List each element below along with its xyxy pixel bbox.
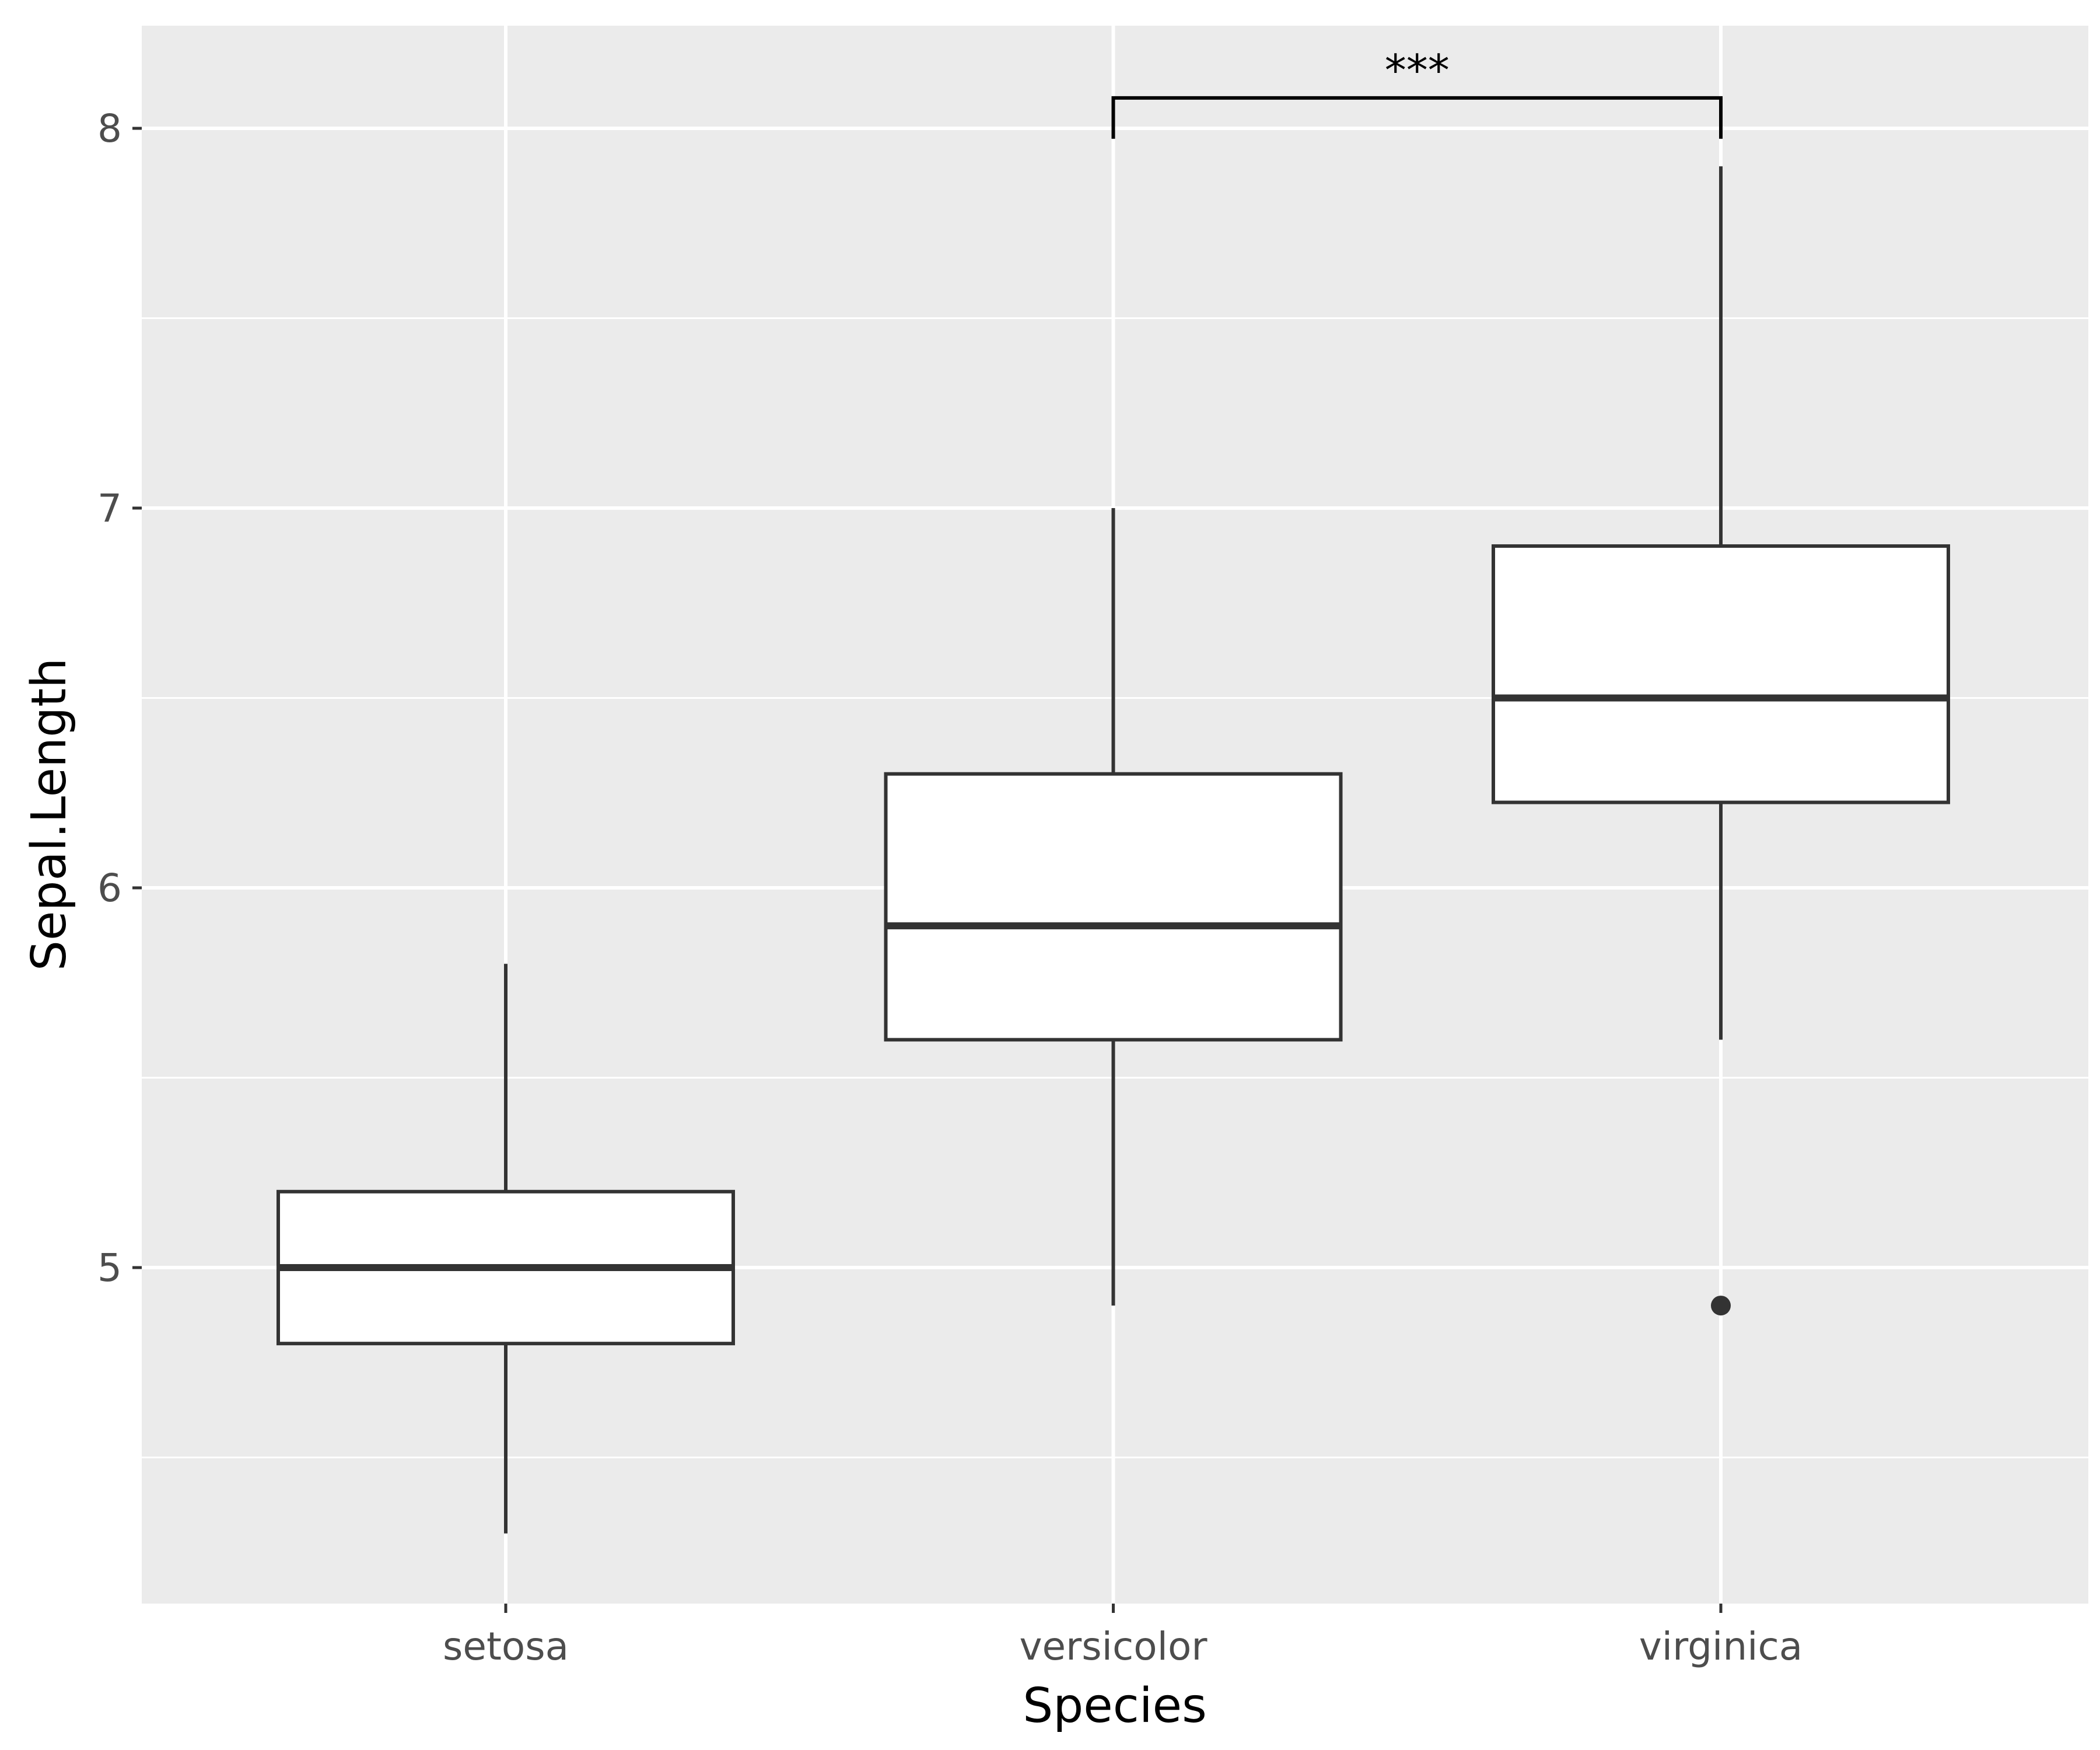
y-tick-label: 5: [97, 1245, 122, 1290]
x-tick-label: versicolor: [1019, 1624, 1208, 1669]
box-iqr: [1492, 544, 1950, 804]
significance-label: ***: [1385, 46, 1450, 96]
x-axis-title: Species: [1023, 1678, 1207, 1734]
y-tick-label: 6: [97, 866, 122, 911]
box-versicolor: [884, 508, 1343, 1306]
y-tick-label: 7: [97, 486, 122, 531]
y-tick-label: 8: [97, 106, 122, 151]
boxes: [276, 166, 1950, 1534]
bracket-line: [1111, 96, 1723, 139]
x-tick-label: setosa: [443, 1624, 569, 1669]
y-axis-title: Sepal.Length: [22, 658, 77, 971]
x-axis: setosa versicolor virginica: [443, 1604, 1803, 1669]
box-virginica: [1492, 166, 1950, 1316]
outlier-point: [1711, 1296, 1731, 1316]
annotations: ***: [1111, 46, 1723, 139]
x-tick-label: virginica: [1639, 1624, 1803, 1669]
box-setosa: [276, 964, 735, 1534]
box-iqr: [884, 772, 1343, 1042]
y-axis: 5 6 7 8: [97, 106, 142, 1290]
significance-bracket: ***: [1111, 46, 1723, 139]
